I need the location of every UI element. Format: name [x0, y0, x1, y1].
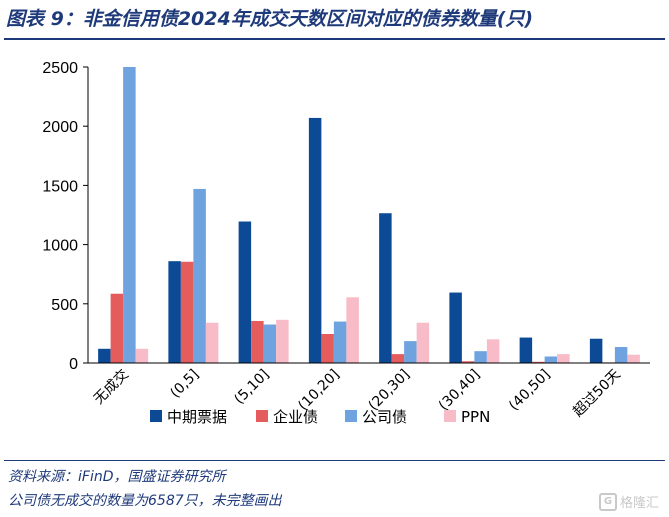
legend-label: 企业债 — [273, 408, 318, 426]
legend-swatch — [345, 410, 357, 422]
bar-4-2 — [404, 341, 417, 363]
x-tick-label: (0,5] — [167, 367, 202, 402]
watermark-logo-icon: G — [598, 492, 617, 511]
legend-label: 中期票据 — [167, 408, 227, 426]
bar-5-1 — [461, 361, 475, 363]
bar-1-3 — [205, 322, 219, 363]
source-note: 资料来源：iFinD，国盛证券研究所 — [8, 469, 226, 485]
legend-swatch — [444, 410, 456, 422]
bar-0-3 — [135, 348, 149, 363]
bar-7-3 — [627, 354, 640, 363]
bar-0-1 — [110, 293, 124, 363]
bar-2-3 — [276, 319, 289, 363]
bar-6-3 — [557, 354, 570, 363]
bar-5-0 — [449, 292, 462, 363]
bar-0-2 — [123, 67, 136, 363]
watermark: G 格隆汇 — [598, 492, 659, 511]
y-axis: 0 500 1000 1500 2000 2500 — [42, 60, 89, 373]
bar-7-0 — [589, 338, 603, 363]
legend: 中期票据 企业债 公司债 PPN — [150, 408, 490, 426]
y-tick-label: 2500 — [42, 60, 78, 77]
bar-3-2 — [333, 321, 347, 363]
x-tick-label: 无成交 — [90, 366, 132, 408]
legend-label: 公司债 — [362, 408, 407, 426]
chart-title: 图表 9：非金信用债2024年成交天数区间对应的债券数量(只) — [6, 8, 534, 30]
x-tick-label: (20,30] — [366, 367, 413, 414]
bar-5-3 — [486, 339, 500, 363]
watermark-text: 格隆汇 — [619, 496, 659, 511]
bar-5-2 — [474, 351, 487, 363]
x-tick-label: (5,10] — [231, 367, 272, 408]
bar-2-0 — [238, 221, 252, 363]
bar-1-0 — [168, 261, 181, 363]
title-divider — [4, 38, 665, 40]
bar-6-1 — [532, 361, 545, 363]
bar-4-3 — [416, 322, 430, 363]
y-tick-label: 2000 — [42, 119, 78, 136]
bar-6-0 — [519, 337, 533, 363]
bar-1-1 — [180, 261, 194, 363]
bar-2-2 — [263, 324, 277, 363]
bar-3-0 — [308, 117, 322, 363]
y-tick-label: 500 — [51, 297, 78, 314]
x-tick-label: (30,40] — [436, 367, 483, 414]
bar-4-0 — [379, 213, 392, 363]
x-tick-label: 超过50天 — [570, 367, 624, 421]
bar-chart: 0 500 1000 1500 2000 2500 无成交 (0,5] (5,10] (10,2… — [42, 60, 650, 426]
legend-label: PPN — [461, 408, 490, 426]
bar-0-0 — [98, 348, 111, 363]
y-tick-label: 1500 — [42, 178, 78, 195]
y-tick-label: 1000 — [42, 238, 78, 255]
bars — [98, 67, 640, 363]
bar-7-2 — [614, 347, 628, 363]
bar-3-3 — [346, 297, 359, 363]
legend-swatch — [150, 410, 162, 422]
footnote: 公司债无成交的数量为6587只，未完整画出 — [8, 493, 282, 509]
y-tick-label: 0 — [69, 356, 78, 373]
bar-4-1 — [391, 354, 405, 363]
bar-6-2 — [544, 356, 558, 363]
x-tick-label: (10,20] — [295, 367, 342, 414]
x-tick-label: (40,50] — [506, 367, 553, 414]
bar-3-1 — [321, 333, 334, 363]
bar-1-2 — [193, 188, 206, 363]
legend-swatch — [256, 410, 268, 422]
bar-2-1 — [251, 320, 264, 363]
footer-divider — [4, 460, 665, 461]
